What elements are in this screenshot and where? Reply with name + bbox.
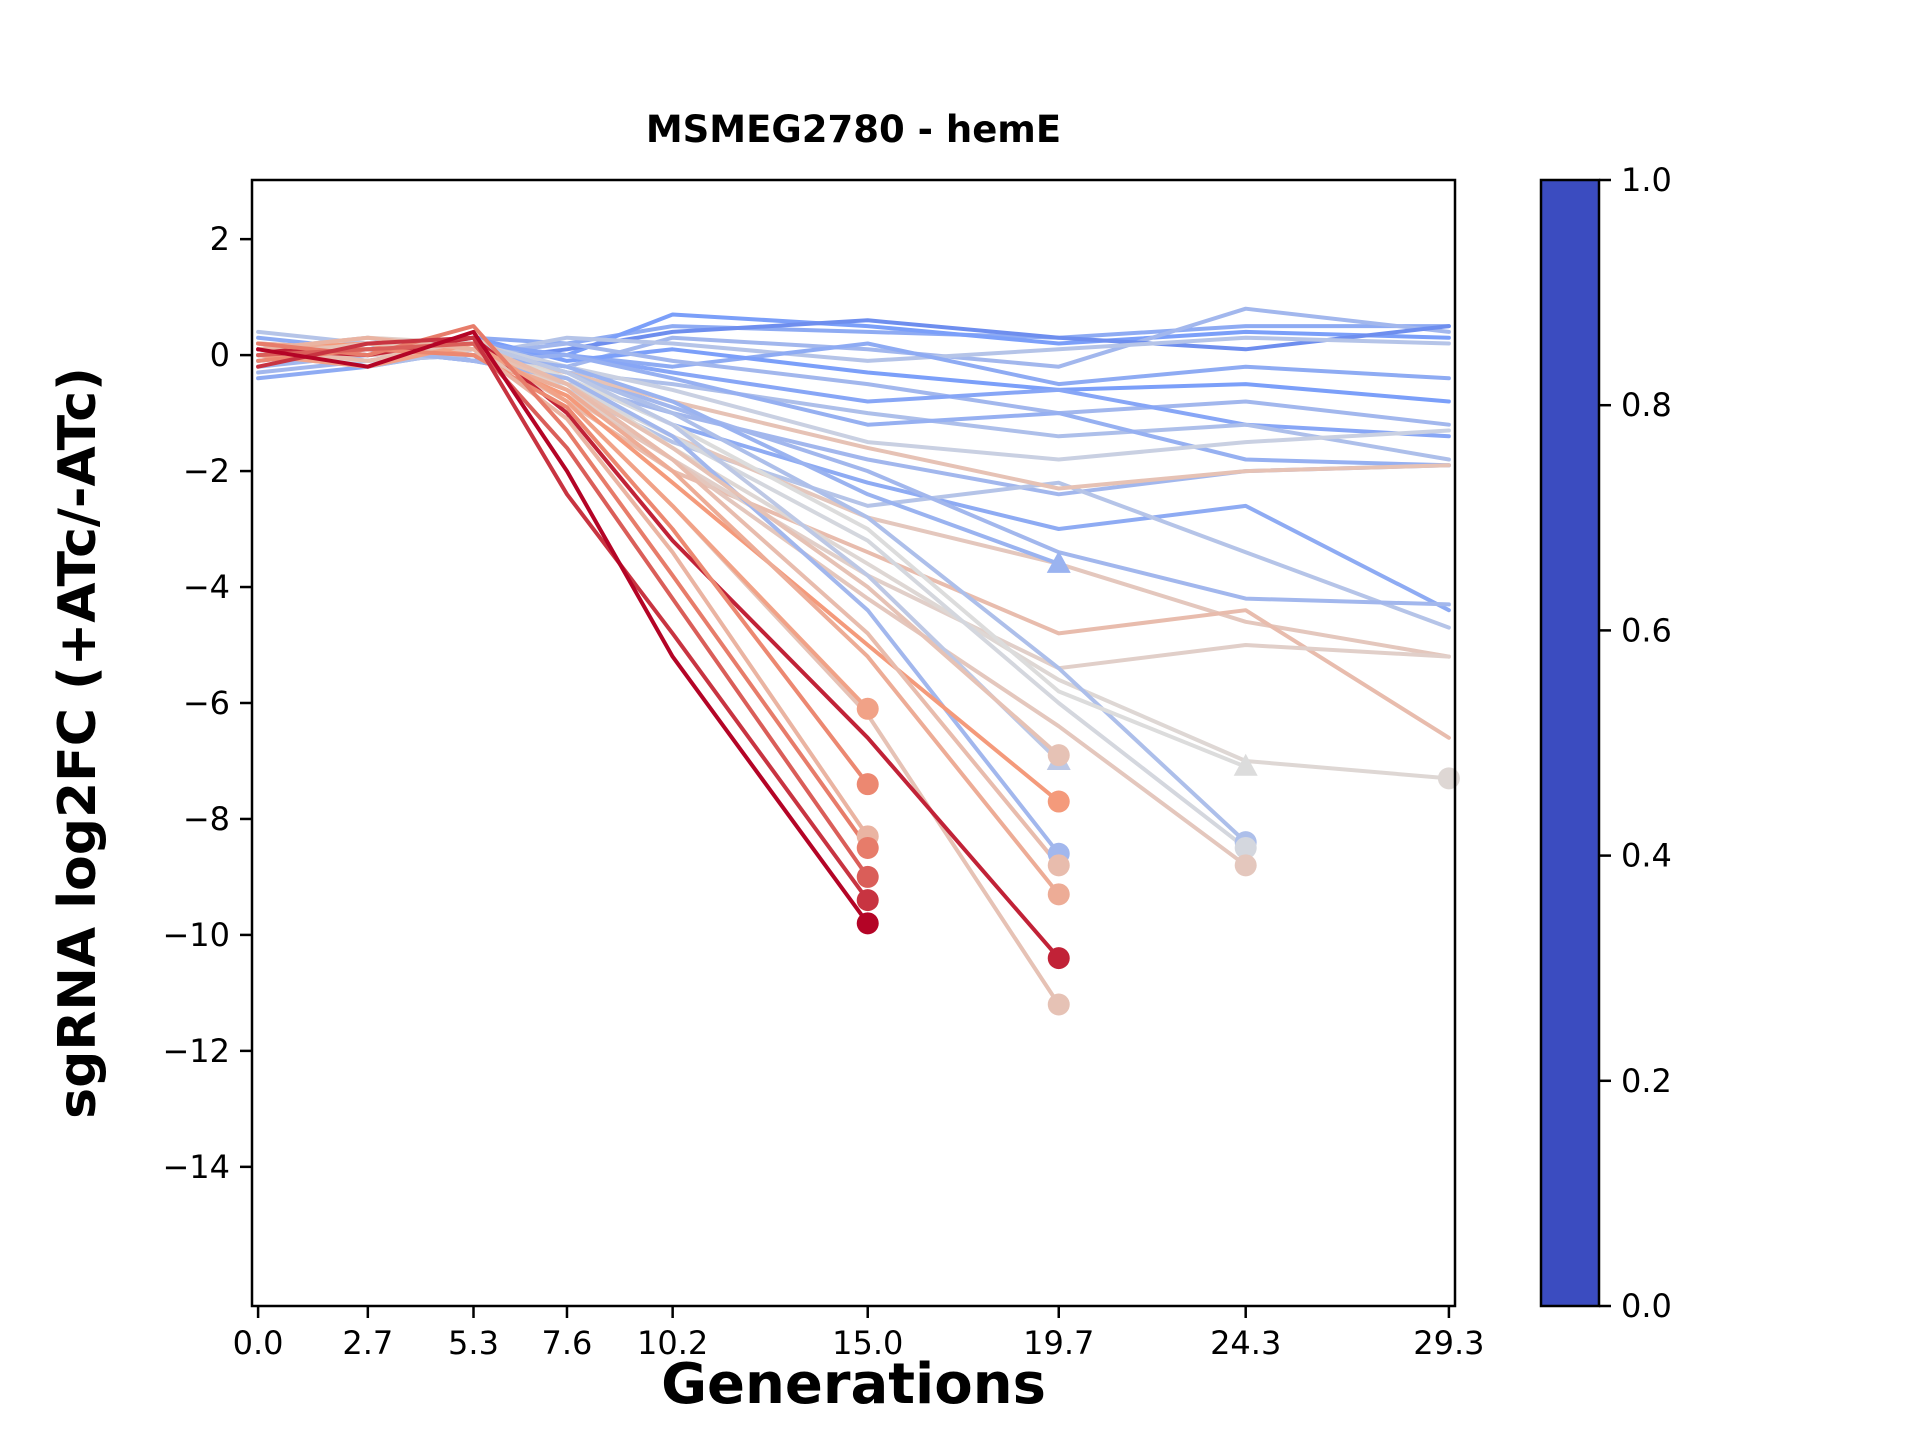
endpoint-circle-marker [1047,854,1070,877]
x-tick-label: 19.7 [1023,1324,1094,1362]
x-tick-label: 10.2 [637,1324,708,1362]
series-line [256,329,870,926]
series-lines [256,306,1451,1007]
endpoint-triangle-marker [1233,753,1258,776]
endpoint-triangle-marker [1046,550,1071,573]
y-tick-label: −8 [183,800,230,838]
x-tick-label: 24.3 [1210,1324,1281,1362]
plot-border [250,178,1457,1308]
endpoint-circle-marker [1234,854,1257,877]
colorbar-tick-label: 0.2 [1621,1062,1672,1100]
colorbar: 0.0 0.2 0.4 0.6 0.8 1.0 [1539,161,1672,1325]
series-line [256,341,1061,897]
x-tick-label: 2.7 [342,1324,393,1362]
colorbar-gradient [1539,178,1601,1308]
y-tick-label: −6 [183,684,230,722]
endpoint-circle-marker [856,865,879,888]
x-tick-label: 0.0 [233,1324,284,1362]
endpoint-circle-marker [856,773,879,796]
series-line [256,324,870,850]
series-markers [856,550,1460,1016]
series-line [256,341,1061,868]
x-tick-label: 5.3 [448,1324,499,1362]
colorbar-tick-label: 0.0 [1621,1287,1672,1325]
series-line [256,347,1451,613]
endpoint-circle-marker [1047,993,1070,1016]
y-tick-label: −14 [162,1148,230,1186]
x-axis-label: Generations [661,1352,1046,1417]
series-line [256,341,870,879]
endpoint-circle-marker [856,836,879,859]
endpoint-circle-marker [1047,883,1070,906]
endpoint-circle-marker [1234,836,1257,859]
y-tick-label: 0 [210,336,230,374]
y-tick-label: −10 [162,916,230,954]
y-tick-label: 2 [210,220,230,258]
chart-title: MSMEG2780 - hemE [645,108,1062,151]
y-tick-label: −12 [162,1032,230,1070]
colorbar-tick-label: 0.8 [1621,386,1672,424]
colorbar-tick-label: 0.4 [1621,837,1672,875]
x-axis-ticks: 0.0 2.7 5.3 7.6 10.2 15.0 19.7 24.3 29.3 [233,1306,1485,1362]
endpoint-circle-marker [856,697,879,720]
y-axis-ticks: 2 0 −2 −4 −6 −8 −10 −12 −14 [162,220,252,1186]
y-tick-label: −4 [183,568,230,606]
colorbar-tick-label: 1.0 [1621,161,1672,199]
endpoint-circle-marker [856,889,879,912]
series-line [256,341,1061,1007]
series-line [256,335,870,839]
colorbar-tick-label: 0.6 [1621,611,1672,649]
x-tick-label: 29.3 [1413,1324,1484,1362]
endpoint-circle-marker [856,912,879,935]
series-line [256,335,870,903]
endpoint-circle-marker [1047,790,1070,813]
endpoint-circle-marker [1437,767,1460,790]
x-tick-label: 7.6 [542,1324,593,1362]
endpoint-circle-marker [1047,947,1070,970]
y-tick-label: −2 [183,452,230,490]
endpoint-circle-marker [1047,744,1070,767]
x-tick-label: 15.0 [832,1324,903,1362]
